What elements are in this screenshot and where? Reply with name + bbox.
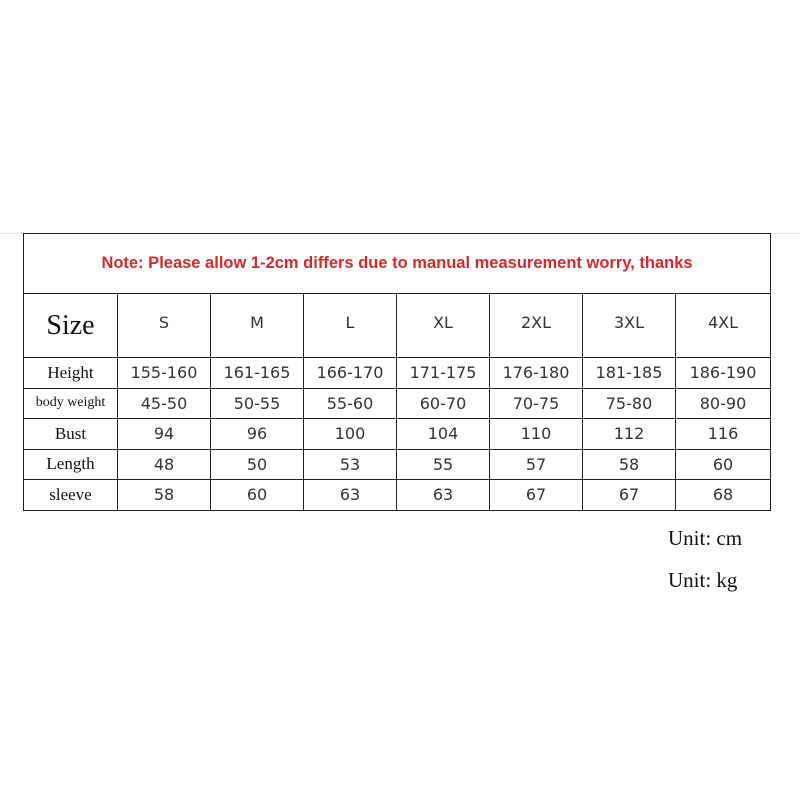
table-cell: 75-80 <box>582 387 676 419</box>
table-cell: 60 <box>210 479 304 511</box>
table-cell: 112 <box>582 418 676 450</box>
table-cell: 155-160 <box>117 357 211 389</box>
row-label: Bust <box>23 418 118 450</box>
table-row: Bust 94 96 100 104 110 112 116 <box>23 418 771 450</box>
size-cell: XL <box>396 293 490 358</box>
table-cell: 60 <box>675 448 771 480</box>
table-cell: 70-75 <box>489 387 583 419</box>
table-cell: 94 <box>117 418 211 450</box>
table-cell: 63 <box>396 479 490 511</box>
table-row: Height 155-160 161-165 166-170 171-175 176-18… <box>23 357 771 389</box>
row-label: Length <box>23 448 118 480</box>
table-cell: 53 <box>303 448 397 480</box>
table-cell: 68 <box>675 479 771 511</box>
size-chart-table: Note: Please allow 1-2cm differs due to … <box>23 233 771 511</box>
unit-kg: Unit: kg <box>668 568 738 592</box>
table-cell: 161-165 <box>210 357 304 389</box>
table-cell: 67 <box>489 479 583 511</box>
table-cell: 45-50 <box>117 387 211 419</box>
table-cell: 181-185 <box>582 357 676 389</box>
size-cell: 3XL <box>582 293 676 358</box>
row-label: body weight <box>23 387 118 419</box>
table-cell: 80-90 <box>675 387 771 419</box>
table-cell: 48 <box>117 448 211 480</box>
table-cell: 96 <box>210 418 304 450</box>
table-cell: 186-190 <box>675 357 771 389</box>
size-cell: M <box>210 293 304 358</box>
table-row: Length 48 50 53 55 57 58 60 <box>23 448 771 480</box>
table-cell: 110 <box>489 418 583 450</box>
row-label: sleeve <box>23 479 118 511</box>
table-cell: 100 <box>303 418 397 450</box>
table-cell: 58 <box>117 479 211 511</box>
size-cell: S <box>117 293 211 358</box>
size-header-row: Size S M L XL 2XL 3XL 4XL <box>23 293 771 358</box>
table-cell: 55-60 <box>303 387 397 419</box>
table-cell: 63 <box>303 479 397 511</box>
table-cell: 116 <box>675 418 771 450</box>
table-cell: 171-175 <box>396 357 490 389</box>
table-cell: 55 <box>396 448 490 480</box>
table-cell: 50 <box>210 448 304 480</box>
size-cell: 2XL <box>489 293 583 358</box>
table-cell: 58 <box>582 448 676 480</box>
table-cell: 57 <box>489 448 583 480</box>
size-cell: L <box>303 293 397 358</box>
table-cell: 166-170 <box>303 357 397 389</box>
size-label: Size <box>23 293 118 358</box>
table-cell: 60-70 <box>396 387 490 419</box>
unit-cm: Unit: cm <box>668 526 743 550</box>
table-cell: 104 <box>396 418 490 450</box>
table-cell: 176-180 <box>489 357 583 389</box>
size-cell: 4XL <box>675 293 771 358</box>
measurement-note: Note: Please allow 1-2cm differs due to … <box>23 233 771 294</box>
table-cell: 50-55 <box>210 387 304 419</box>
row-label: Height <box>23 357 118 389</box>
table-row: sleeve 58 60 63 63 67 67 68 <box>23 479 771 511</box>
table-row: body weight 45-50 50-55 55-60 60-70 70-75 75-8… <box>23 387 771 419</box>
table-cell: 67 <box>582 479 676 511</box>
